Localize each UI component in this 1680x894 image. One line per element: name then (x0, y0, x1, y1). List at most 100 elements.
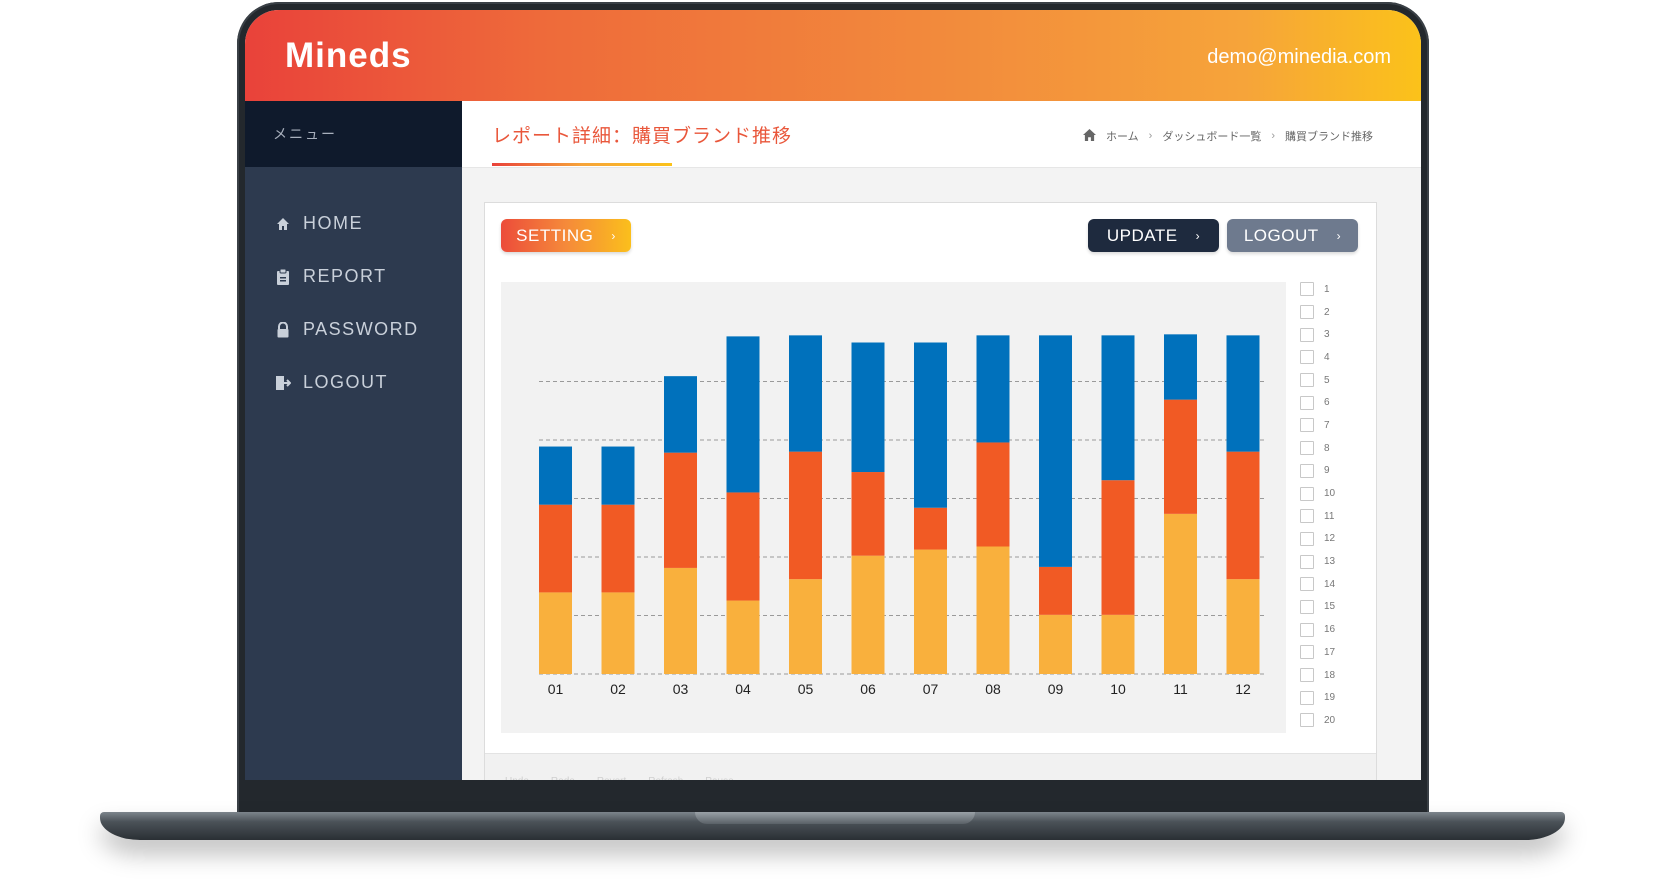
legend-item[interactable]: 18 (1300, 664, 1360, 687)
legend-checkbox[interactable] (1300, 418, 1314, 433)
x-tick-label: 02 (610, 681, 626, 697)
legend-item[interactable]: 4 (1300, 346, 1360, 369)
bar-segment-07-s1[interactable] (914, 549, 947, 674)
footer-action-pause[interactable]: Pause (705, 776, 733, 780)
bar-segment-03-s1[interactable] (664, 567, 697, 674)
legend-item[interactable]: 1 (1300, 278, 1360, 301)
footer-action-refresh[interactable]: Refresh (648, 776, 683, 780)
sidebar-item-home[interactable]: HOME (245, 197, 462, 250)
user-email[interactable]: demo@minedia.com (1207, 46, 1391, 68)
app-logo[interactable]: Mineds (285, 36, 412, 75)
bar-segment-07-s2[interactable] (914, 507, 947, 550)
footer-action-redo[interactable]: Redo (551, 776, 575, 780)
legend-checkbox[interactable] (1300, 554, 1314, 569)
bar-segment-03-s3[interactable] (664, 376, 697, 453)
legend-checkbox[interactable] (1300, 599, 1314, 614)
legend-checkbox[interactable] (1300, 441, 1314, 456)
legend-checkbox[interactable] (1300, 373, 1314, 388)
bar-segment-10-s1[interactable] (1101, 614, 1135, 674)
bar-segment-11-s3[interactable] (1164, 334, 1197, 400)
bar-segment-02-s2[interactable] (601, 504, 635, 593)
legend-checkbox[interactable] (1300, 668, 1314, 683)
legend-item[interactable]: 11 (1300, 505, 1360, 528)
logout-button[interactable]: LOGOUT › (1227, 219, 1358, 252)
legend-item[interactable]: 7 (1300, 414, 1360, 437)
legend-item[interactable]: 3 (1300, 323, 1360, 346)
bar-segment-06-s2[interactable] (851, 472, 885, 556)
bar-segment-12-s2[interactable] (1226, 451, 1260, 580)
footer-actions: Undo Redo Revert Refresh Pause (505, 776, 734, 780)
bar-segment-11-s1[interactable] (1164, 513, 1197, 674)
bar-segment-11-s2[interactable] (1164, 399, 1197, 514)
bar-segment-09-s2[interactable] (1039, 566, 1072, 615)
legend-checkbox[interactable] (1300, 486, 1314, 501)
bar-segment-09-s1[interactable] (1039, 614, 1072, 674)
bar-segment-01-s1[interactable] (539, 592, 572, 674)
legend-item[interactable]: 16 (1300, 618, 1360, 641)
legend-item[interactable]: 17 (1300, 641, 1360, 664)
bar-segment-10-s2[interactable] (1101, 480, 1135, 615)
legend-checkbox[interactable] (1300, 463, 1314, 478)
bar-segment-08-s3[interactable] (976, 335, 1010, 443)
bar-segment-04-s3[interactable] (726, 336, 760, 493)
bar-segment-07-s3[interactable] (914, 342, 947, 508)
bar-segment-01-s3[interactable] (539, 446, 572, 505)
legend-label: 14 (1324, 578, 1336, 590)
legend-item[interactable]: 2 (1300, 301, 1360, 324)
legend-item[interactable]: 15 (1300, 596, 1360, 619)
sidebar-item-password[interactable]: PASSWORD (245, 303, 462, 356)
footer-action-undo[interactable]: Undo (505, 776, 529, 780)
legend-checkbox[interactable] (1300, 350, 1314, 365)
bar-segment-10-s3[interactable] (1101, 335, 1135, 481)
bar-segment-01-s2[interactable] (539, 504, 572, 593)
legend-item[interactable]: 19 (1300, 686, 1360, 709)
sidebar-item-report[interactable]: REPORT (245, 250, 462, 303)
bar-segment-06-s3[interactable] (851, 342, 885, 473)
legend-item[interactable]: 20 (1300, 709, 1360, 732)
bar-segment-08-s1[interactable] (976, 546, 1010, 675)
bar-segment-02-s3[interactable] (601, 446, 635, 505)
legend-checkbox[interactable] (1300, 282, 1314, 297)
bar-segment-05-s3[interactable] (789, 335, 822, 452)
bar-segment-04-s1[interactable] (726, 600, 760, 674)
legend-checkbox[interactable] (1300, 622, 1314, 637)
breadcrumb-item-dashboards[interactable]: ダッシュボード一覧 (1162, 131, 1262, 143)
bar-segment-12-s3[interactable] (1226, 335, 1260, 452)
legend-item[interactable]: 9 (1300, 460, 1360, 483)
sidebar-item-logout[interactable]: LOGOUT (245, 356, 462, 409)
bar-segment-06-s1[interactable] (851, 555, 885, 674)
bar-segment-02-s1[interactable] (601, 592, 635, 674)
footer-action-revert[interactable]: Revert (597, 776, 626, 780)
legend-checkbox[interactable] (1300, 531, 1314, 546)
sidebar-item-label: LOGOUT (303, 372, 389, 392)
page-title: レポート詳細：購買ブランド推移 (492, 126, 793, 147)
setting-button[interactable]: SETTING › (501, 219, 631, 252)
legend-item[interactable]: 12 (1300, 528, 1360, 551)
bar-segment-09-s3[interactable] (1039, 335, 1072, 567)
bar-segment-05-s2[interactable] (789, 451, 822, 580)
breadcrumb-item-home[interactable]: ホーム (1105, 131, 1139, 143)
legend-checkbox[interactable] (1300, 509, 1314, 524)
legend-item[interactable]: 13 (1300, 550, 1360, 573)
home-icon[interactable] (1083, 128, 1096, 144)
legend-item[interactable]: 5 (1300, 369, 1360, 392)
bar-segment-12-s1[interactable] (1226, 579, 1260, 674)
legend-label: 17 (1324, 646, 1336, 658)
bar-segment-05-s1[interactable] (789, 579, 822, 674)
update-button[interactable]: UPDATE › (1088, 219, 1219, 252)
legend-item[interactable]: 8 (1300, 437, 1360, 460)
legend-checkbox[interactable] (1300, 395, 1314, 410)
legend-checkbox[interactable] (1300, 327, 1314, 342)
bar-segment-03-s2[interactable] (664, 452, 697, 568)
legend-item[interactable]: 14 (1300, 573, 1360, 596)
bar-segment-04-s2[interactable] (726, 492, 760, 601)
legend-checkbox[interactable] (1300, 577, 1314, 592)
bar-segment-08-s2[interactable] (976, 442, 1010, 547)
legend-item[interactable]: 6 (1300, 391, 1360, 414)
legend-checkbox[interactable] (1300, 713, 1314, 728)
legend-checkbox[interactable] (1300, 645, 1314, 660)
legend-checkbox[interactable] (1300, 305, 1314, 320)
legend-checkbox[interactable] (1300, 690, 1314, 705)
legend-label: 19 (1324, 692, 1336, 704)
legend-item[interactable]: 10 (1300, 482, 1360, 505)
